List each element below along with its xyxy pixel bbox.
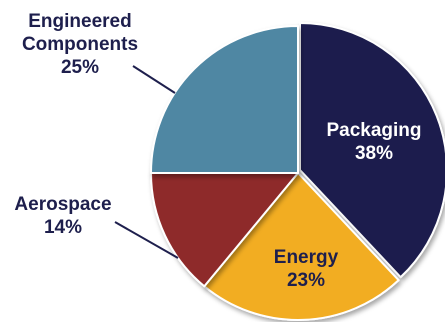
slice-value-packaging: 38%: [355, 143, 393, 164]
slice-value-engineered-components: 25%: [61, 57, 99, 78]
leader-line-aerospace: [114, 221, 179, 259]
leader-lines: [114, 65, 179, 259]
pie-slices: [150, 22, 445, 321]
slice-value-aerospace: 14%: [44, 217, 82, 238]
slice-label-engineered-components-line-2: Components: [22, 34, 138, 55]
pie-slice-engineered-components: [150, 25, 299, 174]
slice-label-packaging: Packaging: [326, 120, 421, 141]
pie-slice-packaging: [299, 22, 445, 279]
slice-label-energy: Energy: [274, 247, 339, 268]
pie-slice-aerospace: [150, 172, 299, 288]
slice-value-energy: 23%: [287, 270, 325, 291]
leader-line-engineered-components: [132, 65, 176, 94]
slice-label-engineered-components-line-1: Engineered: [28, 11, 131, 32]
slice-label-aerospace: Aerospace: [14, 194, 111, 215]
pie-slice-energy: [203, 172, 400, 321]
